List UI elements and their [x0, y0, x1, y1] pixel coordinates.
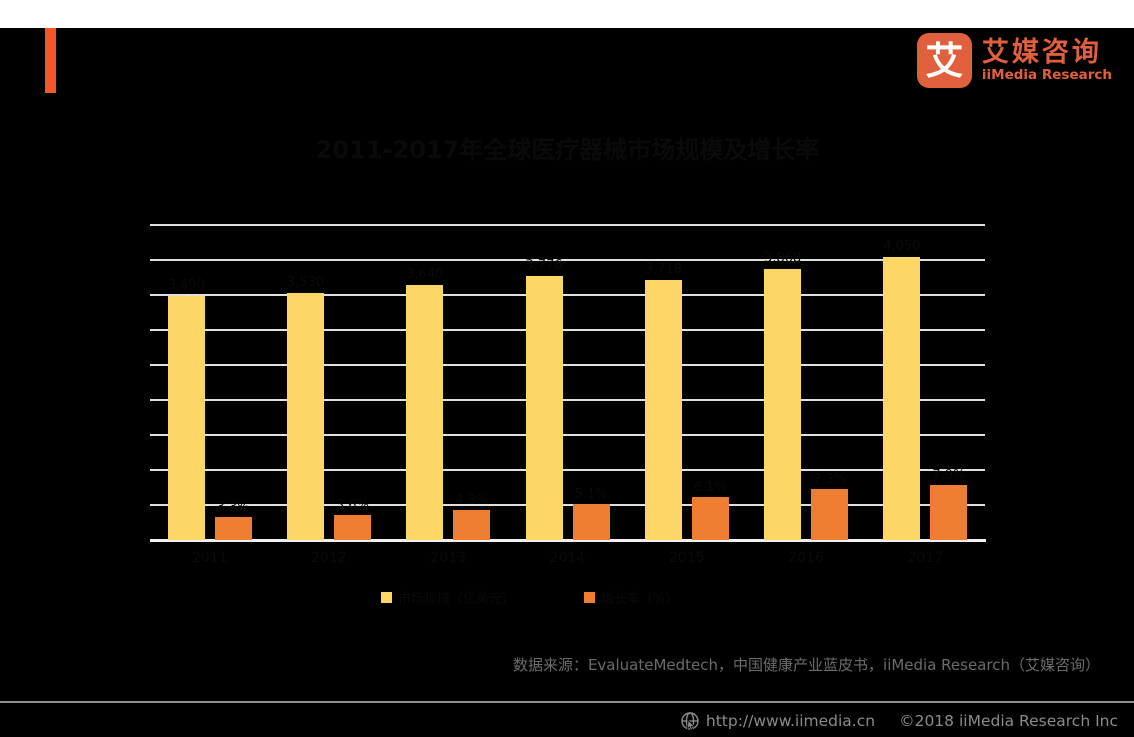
bar-orange-2013 [453, 509, 491, 540]
bar-orange-2014 [572, 504, 610, 540]
data-label-orange-2012: 3.6% [335, 497, 369, 513]
bar-orange-2017 [930, 484, 968, 540]
data-label-yellow-2014: 3,776 [525, 257, 563, 273]
bar-yellow-2016 [764, 269, 802, 540]
data-label-orange-2017: 7.9% [932, 467, 966, 483]
x-axis-label-2011: 2011 [191, 550, 228, 566]
gridline [150, 399, 985, 401]
gridline [150, 294, 985, 296]
logo-text: 艾媒咨询 iiMedia Research [981, 36, 1112, 84]
legend-swatch-yellow [381, 592, 392, 603]
logo-chinese-name: 艾媒咨询 [981, 36, 1102, 68]
data-label-orange-2014: 5.1% [574, 487, 608, 503]
iimedia-logo: 艾 艾媒咨询 iiMedia Research [916, 33, 1112, 88]
x-axis-label-2015: 2015 [668, 550, 705, 566]
footer: http://www.iimedia.cn ©2018 iiMedia Rese… [0, 701, 1134, 737]
x-axis-label-2016: 2016 [788, 550, 824, 566]
top-white-strip [0, 0, 1134, 28]
bar-orange-2015 [691, 497, 729, 540]
data-label-orange-2016: 7.3% [813, 471, 847, 487]
footer-url: http://www.iimedia.cn [705, 712, 876, 730]
globe-icon [681, 712, 699, 731]
gridline [150, 469, 985, 471]
data-label-yellow-2011: 3,490 [167, 277, 205, 293]
legend-swatch-orange [584, 592, 595, 603]
x-axis-label-2013: 2013 [430, 550, 467, 566]
bar-orange-2011 [214, 516, 252, 540]
logo-icon-glyph: 艾 [925, 38, 964, 83]
gridline [150, 329, 985, 331]
legend-label-orange: 增长率（%） [601, 592, 679, 607]
gridline [150, 364, 985, 366]
x-axis-line [150, 539, 986, 542]
data-label-orange-2015: 6.1% [693, 480, 727, 496]
gridline [150, 434, 985, 436]
gridline [150, 259, 985, 261]
bar-yellow-2014 [525, 275, 563, 540]
legend-item-orange: 增长率（%） [584, 588, 678, 607]
bar-orange-2016 [811, 488, 849, 540]
title-accent-bar [45, 28, 56, 93]
logo-english-name: iiMedia Research [981, 67, 1112, 84]
bar-yellow-2012 [286, 292, 324, 540]
legend-item-yellow: 市场规模（亿美元） [381, 588, 515, 607]
x-axis-label-2012: 2012 [311, 550, 347, 566]
data-label-yellow-2013: 3,640 [406, 267, 444, 283]
data-label-yellow-2016: 3,868 [763, 251, 802, 267]
data-label-orange-2013: 4.3% [455, 492, 489, 508]
x-axis-label-2014: 2014 [549, 550, 586, 566]
footer-copyright: ©2018 iiMedia Research Inc [899, 712, 1118, 730]
legend-label-yellow: 市场规模（亿美元） [398, 592, 516, 607]
data-source-line: 数据来源：EvaluateMedtech，中国健康产业蓝皮书，iiMedia R… [512, 656, 1100, 674]
gridline [150, 504, 985, 506]
gridline [150, 224, 985, 226]
iimedia-logo-icon: 艾 [916, 33, 972, 88]
chart-title: 2011-2017年全球医疗器械市场规模及增长率 [315, 136, 820, 164]
bar-yellow-2013 [406, 285, 444, 540]
x-axis-label-2017: 2017 [907, 550, 944, 566]
bar-orange-2012 [333, 514, 371, 540]
data-label-yellow-2012: 3,530 [286, 274, 325, 290]
data-label-yellow-2017: 4,050 [883, 238, 921, 254]
data-label-yellow-2015: 3,718 [644, 261, 682, 277]
data-label-orange-2011: 3.3% [216, 499, 250, 515]
bar-yellow-2011 [167, 295, 205, 540]
bar-yellow-2017 [883, 256, 921, 540]
bar-yellow-2015 [644, 279, 682, 540]
